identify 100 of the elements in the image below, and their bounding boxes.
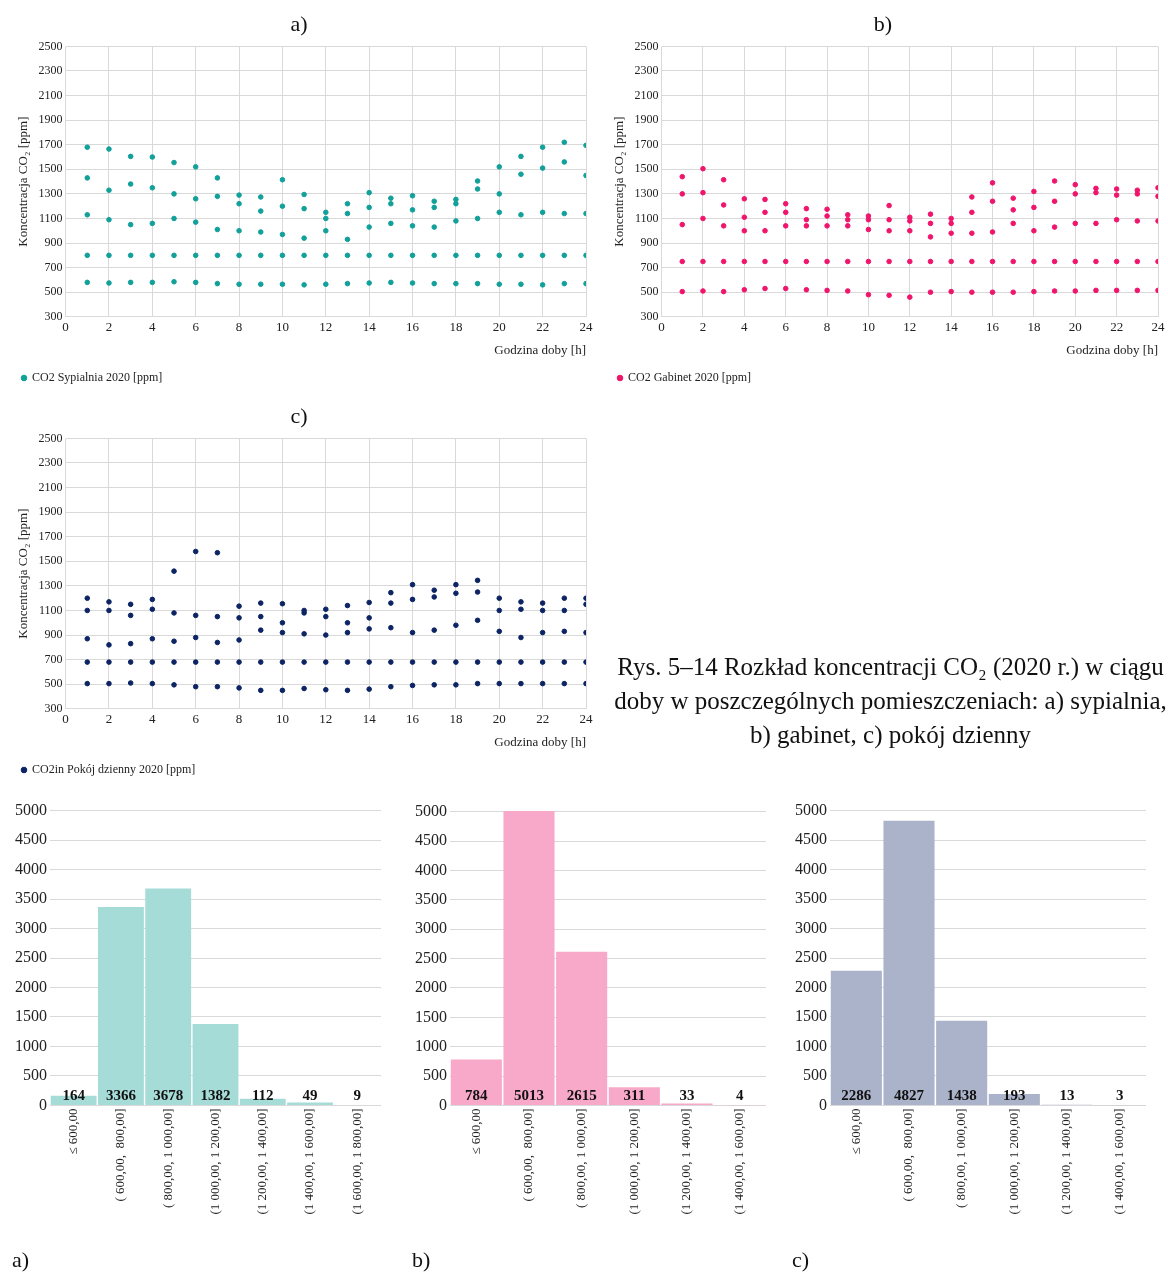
x-tick-label: ( 600,00, 800,00]	[520, 1108, 536, 1202]
x-tick-label: ≤ 600,00	[467, 1108, 483, 1155]
x-tick-label: 8	[823, 319, 831, 335]
x-tick-label: (1 200,00, 1 400,00]	[254, 1108, 270, 1215]
y-tick-label: 2500	[415, 948, 447, 966]
chart-title: c)	[290, 402, 308, 428]
y-tick-label: 300	[44, 308, 63, 323]
x-tick-label: (1 600,00, 1 800,00]	[348, 1108, 364, 1215]
x-tick-label: 12	[319, 319, 333, 335]
y-tick-label: 0	[819, 1095, 827, 1113]
y-tick-label: 1500	[15, 1007, 47, 1025]
x-tick-label: (1 200,00, 1 400,00]	[1058, 1108, 1074, 1215]
y-tick-label: 1300	[38, 578, 63, 593]
x-tick-label: 20	[1068, 319, 1082, 335]
y-tick-label: 500	[23, 1066, 47, 1084]
data-label: 4827	[894, 1086, 925, 1103]
y-tick-label: 5000	[415, 801, 447, 819]
x-tick-label: (1 000,00, 1 200,00]	[625, 1108, 641, 1215]
y-tick-label: 1900	[38, 504, 63, 519]
x-tick-label: (1 400,00, 1 600,00]	[301, 1108, 317, 1215]
x-tick-label: 6	[192, 319, 200, 335]
y-tick-label: 4000	[415, 860, 447, 878]
y-tick-label: 900	[640, 235, 659, 250]
y-tick-label: 1500	[415, 1007, 447, 1025]
y-tick-label: 2100	[634, 87, 659, 102]
y-tick-label: 1300	[634, 186, 659, 201]
x-tick-label: 24	[1151, 319, 1165, 335]
x-tick-label: 24	[579, 711, 593, 727]
y-tick-label: 1500	[38, 553, 63, 568]
x-tick-label: 8	[235, 319, 243, 335]
data-label: 49	[302, 1086, 318, 1103]
y-tick-label: 1500	[634, 161, 659, 176]
x-tick-label: (1 000,00, 1 200,00]	[1005, 1108, 1021, 1215]
data-label: 9	[353, 1086, 362, 1103]
y-tick-label: 500	[640, 284, 659, 299]
data-label: 1382	[200, 1086, 231, 1103]
x-tick-label: 22	[536, 711, 550, 727]
x-tick-label: 14	[362, 711, 377, 727]
x-tick-label: ≤ 600,00	[847, 1108, 863, 1155]
data-label: 311	[623, 1086, 646, 1103]
y-tick-label: 1700	[38, 136, 63, 151]
data-label: 112	[251, 1086, 274, 1103]
y-tick-label: 3500	[415, 890, 447, 908]
data-label: 784	[465, 1086, 489, 1103]
x-tick-label: 22	[1110, 319, 1124, 335]
y-tick-label: 2300	[38, 455, 63, 470]
text: b)	[412, 1246, 431, 1272]
x-tick-label: 4	[149, 711, 157, 727]
data-label: 4	[735, 1086, 744, 1103]
data-label: 2286	[841, 1086, 872, 1103]
y-tick-label: 500	[803, 1066, 827, 1084]
x-tick-label: 20	[492, 711, 506, 727]
y-tick-label: 500	[44, 284, 63, 299]
y-tick-label: 500	[44, 676, 63, 691]
y-tick-label: 1700	[634, 136, 659, 151]
y-tick-label: 1100	[635, 210, 659, 225]
x-tick-label: 2	[105, 319, 113, 335]
y-tick-label: 4500	[415, 831, 447, 849]
y-tick-label: 1500	[795, 1007, 827, 1025]
x-tick-label: 10	[861, 319, 875, 335]
y-tick-label: 1000	[795, 1036, 827, 1054]
data-label: 3	[1115, 1086, 1124, 1103]
y-tick-label: 3500	[795, 889, 827, 907]
data-label: 3366	[105, 1086, 137, 1103]
y-tick-label: 5000	[15, 800, 47, 818]
y-tick-label: 300	[640, 308, 659, 323]
y-tick-label: 2000	[15, 977, 47, 995]
y-tick-label: 1000	[415, 1036, 447, 1054]
x-tick-label: 4	[149, 319, 157, 335]
chart-title: b)	[873, 10, 893, 36]
x-tick-label: (1 400,00, 1 600,00]	[1111, 1108, 1127, 1215]
data-label: 5013	[514, 1086, 544, 1103]
y-tick-label: 500	[423, 1066, 447, 1084]
x-tick-label: 10	[275, 711, 289, 727]
x-tick-label: 14	[944, 319, 959, 335]
data-label: 3678	[153, 1086, 184, 1103]
x-tick-label: (1 200,00, 1 400,00]	[678, 1108, 694, 1215]
y-tick-label: 2500	[15, 948, 47, 966]
x-tick-label: 6	[782, 319, 790, 335]
x-axis-title: Godzina doby [h]	[1066, 341, 1158, 357]
y-tick-label: 1300	[38, 186, 63, 201]
y-tick-label: 900	[44, 627, 63, 642]
y-tick-label: 1700	[38, 528, 63, 543]
y-tick-label: 2500	[38, 38, 63, 53]
y-tick-label: 4000	[795, 859, 827, 877]
data-label: 164	[62, 1086, 86, 1103]
x-tick-label: 2	[699, 319, 707, 335]
y-tick-label: 0	[39, 1095, 47, 1113]
x-tick-label: ( 800,00, 1 000,00]	[159, 1108, 175, 1209]
y-tick-label: 2100	[38, 479, 63, 494]
y-tick-label: 2500	[634, 38, 659, 53]
x-tick-label: 12	[903, 319, 917, 335]
x-tick-label: 14	[362, 319, 377, 335]
y-tick-label: 900	[44, 235, 63, 250]
data-label: 1438	[946, 1086, 977, 1103]
y-tick-label: 4500	[15, 830, 47, 848]
y-tick-label: 3500	[15, 889, 47, 907]
x-axis-title: Godzina doby [h]	[494, 341, 586, 357]
x-tick-label: ( 600,00, 800,00]	[900, 1108, 916, 1202]
y-tick-label: 300	[44, 700, 63, 715]
